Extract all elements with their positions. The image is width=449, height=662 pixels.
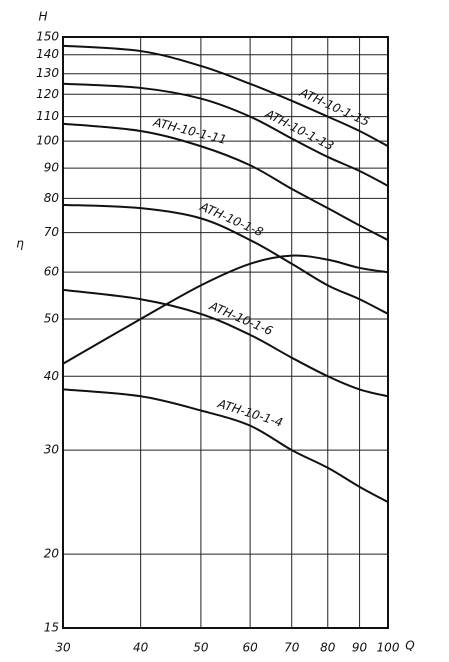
- series-label: η: [16, 236, 24, 250]
- x-tick-label: 70: [284, 641, 300, 655]
- y-tick-label: 150: [36, 30, 59, 44]
- y-tick-label: 100: [36, 134, 59, 148]
- curve: [62, 254, 389, 365]
- x-tick-label: 60: [242, 641, 258, 655]
- x-tick-label: 30: [55, 641, 71, 655]
- y-tick-label: 40: [44, 369, 60, 383]
- y-tick-label: 70: [44, 225, 60, 239]
- curve: [62, 288, 389, 398]
- y-tick-label: 60: [44, 265, 60, 279]
- curve: [62, 122, 389, 241]
- x-tick-label: 80: [320, 641, 336, 655]
- curve: [62, 388, 389, 503]
- series-label: ATH-10-1-6: [207, 298, 276, 338]
- x-axis-label: Q: [405, 639, 414, 653]
- y-tick-label: 140: [36, 47, 59, 61]
- y-tick-label: 90: [44, 161, 60, 175]
- y-tick-label: 110: [36, 109, 59, 123]
- x-tick-label: 40: [133, 641, 149, 655]
- y-tick-label: 30: [44, 443, 60, 457]
- curve: [62, 44, 389, 148]
- series-label: ATH-10-1-8: [197, 199, 265, 239]
- y-tick-label: 120: [36, 87, 59, 101]
- curve: [62, 203, 389, 315]
- series-label: ATH-10-1-13: [262, 106, 336, 153]
- x-tick-label: 50: [193, 641, 209, 655]
- y-tick-label: 80: [44, 191, 60, 205]
- y-axis-label: H: [38, 10, 47, 24]
- plot-frame: [62, 36, 389, 629]
- y-tick-label: 20: [44, 547, 60, 561]
- y-tick-label: 130: [36, 66, 59, 80]
- y-tick-label: 50: [44, 311, 60, 325]
- y-tick-label: 15: [44, 621, 59, 635]
- curve: [62, 82, 389, 187]
- x-tick-label: 100: [377, 641, 400, 655]
- x-tick-label: 90: [352, 641, 368, 655]
